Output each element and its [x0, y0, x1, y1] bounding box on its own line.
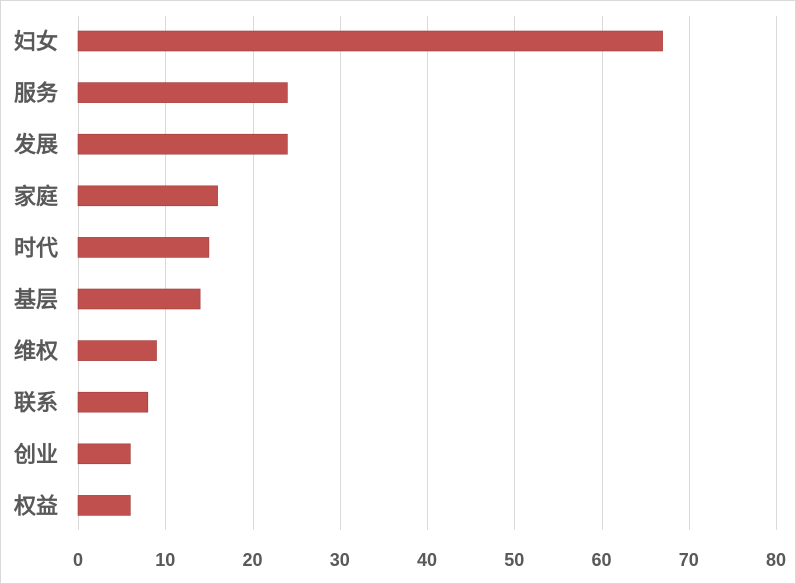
- category-label: 时代: [14, 236, 58, 261]
- x-tick-label: 50: [504, 550, 524, 570]
- x-tick-label: 40: [417, 550, 437, 570]
- bar: [77, 495, 131, 516]
- bar: [77, 443, 131, 465]
- category-label: 联系: [14, 391, 58, 416]
- bar: [77, 133, 288, 155]
- x-tick-label: 80: [766, 550, 786, 570]
- category-label: 创业: [13, 443, 58, 468]
- bar: [77, 30, 663, 52]
- bar: [77, 391, 149, 413]
- x-tick-label: 30: [330, 550, 350, 570]
- category-label: 维权: [14, 339, 59, 365]
- category-label: 权益: [13, 493, 58, 519]
- x-tick-label: 20: [242, 550, 262, 570]
- bar: [77, 185, 218, 207]
- category-label: 基层: [14, 288, 58, 313]
- category-label: 发展: [13, 132, 58, 158]
- x-tick-labels: 0 10 20 30 40 50 60 70 80: [73, 550, 786, 570]
- x-tick-label: 10: [155, 550, 175, 570]
- category-label: 家庭: [14, 184, 58, 210]
- x-tick-label: 70: [679, 550, 699, 570]
- bar: [77, 288, 201, 310]
- category-label: 服务: [14, 82, 59, 107]
- category-label: 妇女: [13, 29, 58, 55]
- bar: [77, 82, 288, 103]
- bars: [77, 30, 663, 516]
- bar: [77, 237, 210, 258]
- x-tick-label: 0: [73, 550, 83, 570]
- bar: [77, 340, 157, 361]
- x-tick-label: 60: [591, 550, 611, 570]
